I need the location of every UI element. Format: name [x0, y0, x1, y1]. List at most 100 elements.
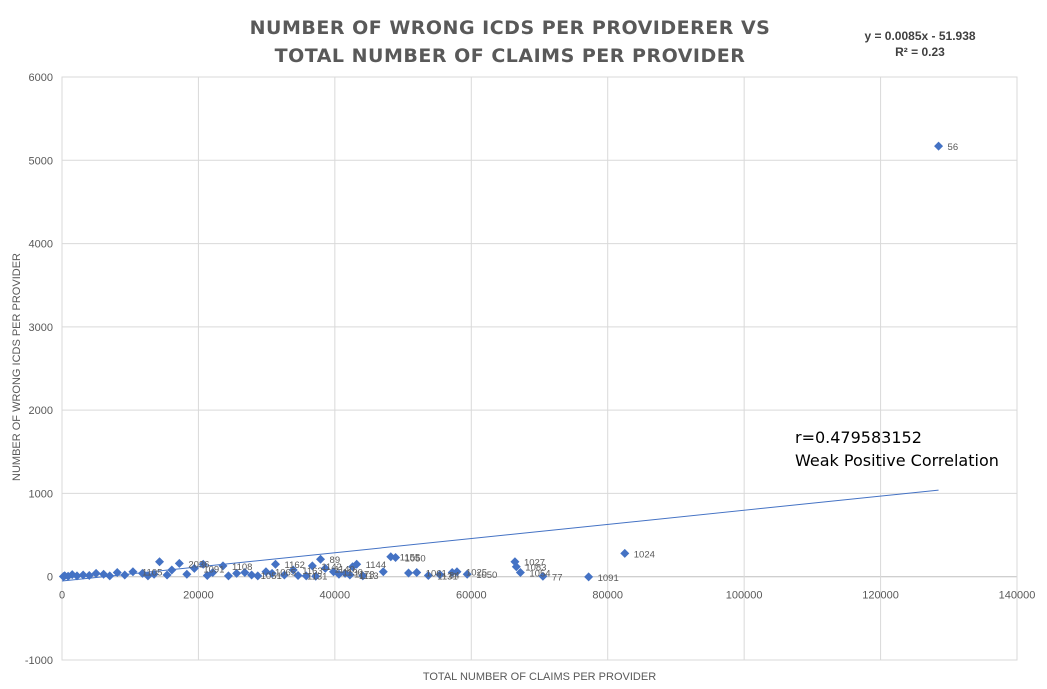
x-tick-label: 20000: [183, 590, 214, 602]
data-point: [334, 569, 344, 579]
data-point: [198, 559, 208, 569]
data-label: 1054: [529, 569, 550, 580]
y-tick-label: 0: [47, 572, 53, 584]
data-label: 1140: [334, 564, 354, 575]
trendline-equation: y = 0.0085x - 51.938: [864, 29, 976, 43]
data-label: 56: [948, 142, 959, 153]
data-point: [99, 569, 109, 579]
data-label: 1065: [275, 568, 296, 579]
data-point: [271, 559, 281, 569]
data-label-layer: 5610241091771054108310271050102511318410…: [142, 142, 958, 584]
data-label: 1144: [366, 560, 386, 571]
data-point: [423, 570, 433, 580]
data-point: [435, 570, 445, 580]
data-label: 1162: [285, 560, 305, 571]
correlation-value: r=0.479583152: [795, 428, 922, 447]
data-point: [174, 558, 184, 568]
y-tick-label: 5000: [29, 155, 53, 167]
data-label: 1105: [142, 568, 162, 579]
data-point: [462, 569, 472, 579]
data-label: 84: [449, 571, 460, 582]
data-point: [934, 141, 944, 151]
data-point: [620, 548, 630, 558]
data-label: 1091: [598, 573, 619, 584]
data-point: [78, 570, 88, 580]
x-tick-label: 140000: [999, 590, 1036, 602]
chart-title-line-2: TOTAL NUMBER OF CLAIMS PER PROVIDER: [274, 45, 746, 67]
x-axis-title: TOTAL NUMBER OF CLAIMS PER PROVIDER: [422, 671, 657, 683]
trendline-r-squared: R² = 0.23: [895, 45, 945, 59]
data-point: [311, 571, 321, 581]
data-point: [538, 571, 548, 581]
x-tick-label: 100000: [726, 590, 763, 602]
x-tick-label: 120000: [862, 590, 899, 602]
data-point: [267, 568, 277, 578]
data-point: [301, 571, 311, 581]
data-label: 1050: [476, 570, 497, 581]
data-label: 1027: [524, 558, 545, 569]
data-label: 1155: [400, 553, 420, 564]
data-point: [240, 568, 250, 578]
data-point: [91, 568, 101, 578]
data-point: [128, 567, 138, 577]
data-point: [510, 557, 520, 567]
data-point: [348, 562, 358, 572]
trendline-layer: [61, 489, 939, 582]
correlation-description: Weak Positive Correlation: [795, 451, 999, 470]
grid-layer: [61, 76, 1018, 661]
data-label: 1024: [634, 549, 655, 560]
y-tick-label: 2000: [29, 405, 53, 417]
data-label: 2036: [188, 559, 209, 570]
data-label: 1131: [437, 571, 457, 582]
data-point: [320, 563, 330, 573]
data-point: [345, 570, 355, 580]
y-tick-label: 1000: [29, 488, 53, 500]
data-point: [232, 568, 242, 578]
data-point: [316, 554, 326, 564]
data-point: [155, 557, 165, 567]
data-label: 1113: [359, 571, 379, 582]
y-tick-label: -1000: [25, 655, 53, 667]
data-label: 1050: [405, 554, 426, 565]
data-label: 1173: [354, 569, 374, 580]
x-tick-label: 80000: [592, 590, 623, 602]
data-point: [288, 565, 298, 575]
data-label: 77: [552, 572, 563, 583]
data-point: [293, 570, 303, 580]
data-point: [279, 570, 289, 580]
data-point: [447, 568, 457, 578]
data-point: [223, 571, 233, 581]
data-point: [386, 552, 396, 562]
chart-title-line-1: NUMBER OF WRONG ICDS PER PROVIDERER VS: [249, 17, 771, 39]
data-label: 1061: [426, 569, 447, 580]
y-axis-title: NUMBER OF WRONG ICDS PER PROVIDER: [11, 253, 23, 481]
data-label: 1163: [302, 566, 322, 577]
data-point: [404, 568, 414, 578]
data-label: 1083: [525, 563, 546, 574]
data-point: [253, 571, 263, 581]
data-label: 1130: [342, 568, 362, 579]
data-label: 1142: [321, 562, 341, 573]
data-label: 1108: [232, 562, 252, 573]
data-point: [202, 570, 212, 580]
data-point: [58, 571, 68, 581]
data-point-layer: [58, 141, 944, 582]
data-point: [167, 565, 177, 575]
data-point: [84, 570, 94, 580]
data-point: [247, 570, 257, 580]
data-label: 1025: [466, 568, 487, 579]
data-point: [143, 571, 153, 581]
data-label: 89: [330, 555, 341, 566]
x-tick-label: 60000: [456, 590, 487, 602]
data-point: [182, 569, 192, 579]
data-point: [584, 572, 594, 582]
data-point: [112, 568, 122, 578]
x-tick-label: 0: [59, 590, 65, 602]
data-point: [307, 561, 317, 571]
y-tick-label: 6000: [29, 72, 53, 84]
x-tick-label: 40000: [320, 590, 351, 602]
data-point: [378, 567, 388, 577]
data-point: [189, 563, 199, 573]
